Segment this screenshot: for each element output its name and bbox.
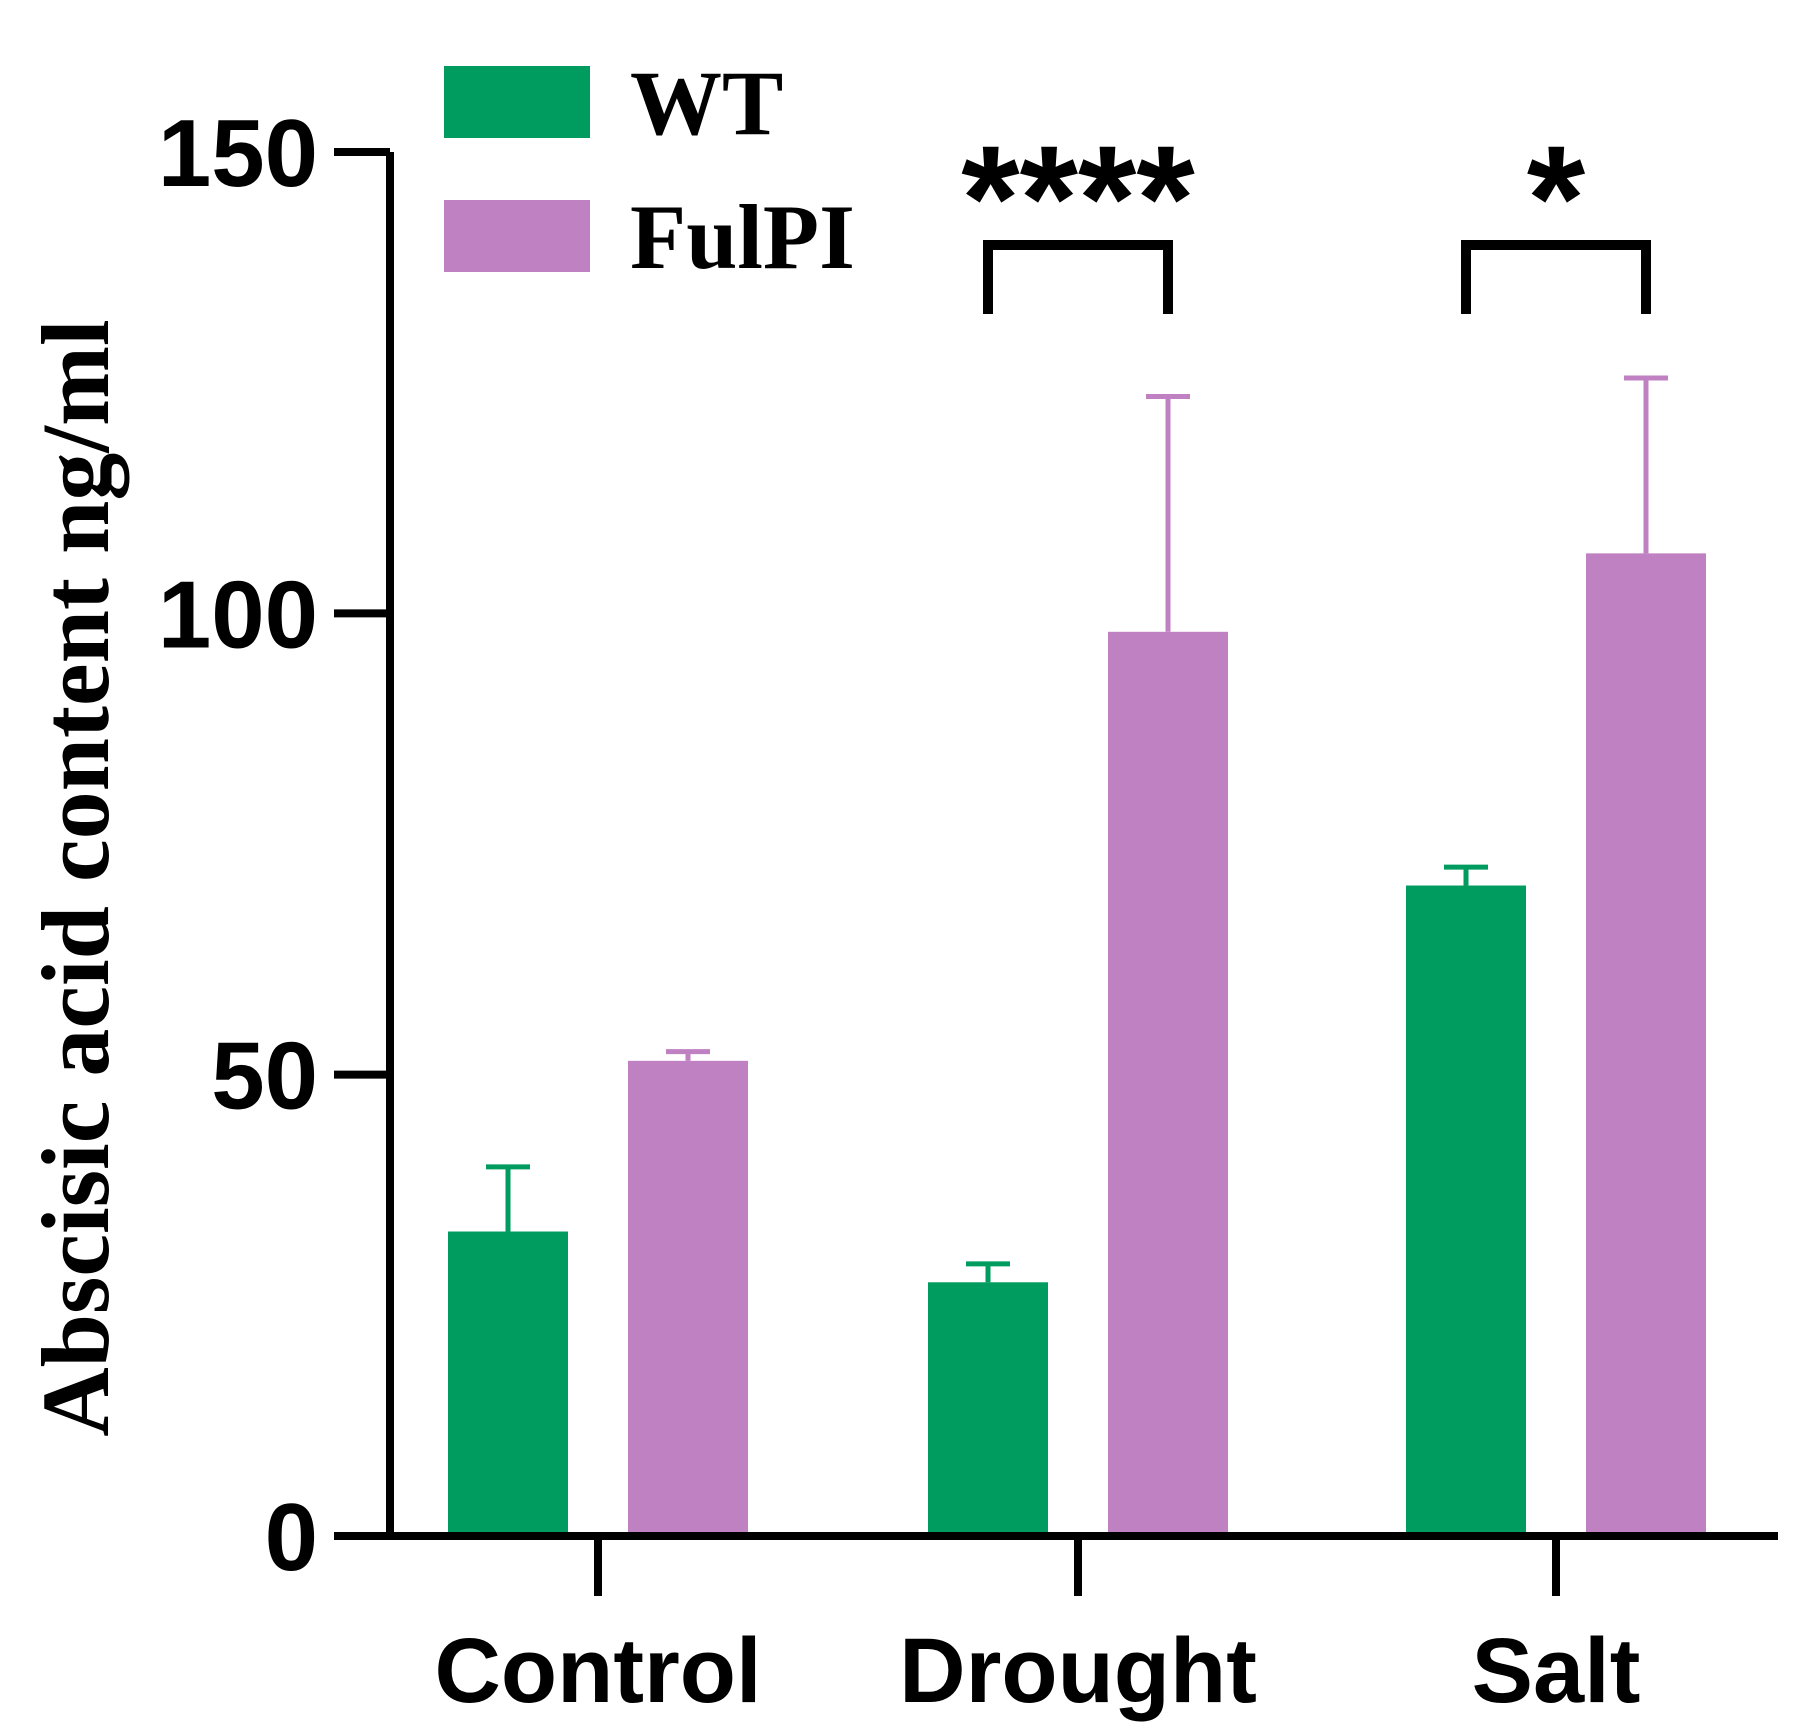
bar (1108, 631, 1228, 1532)
x-tick-label: Salt (1472, 1620, 1641, 1722)
legend-swatch (444, 200, 590, 272)
bars (448, 375, 1706, 1532)
x-tick-label: Control (434, 1620, 761, 1722)
significance-bracket (1461, 240, 1651, 314)
y-tick-label: 100 (158, 561, 318, 668)
significance-markers: **** * (961, 114, 1651, 314)
legend-label: WT (630, 52, 783, 154)
bar (1406, 885, 1526, 1532)
y-tick-label: 150 (158, 100, 318, 207)
significance-label: **** (961, 114, 1195, 282)
legend: WT FulPI (444, 52, 855, 288)
bar (628, 1060, 748, 1532)
x-tick-label: Drought (899, 1620, 1257, 1722)
bar (928, 1282, 1048, 1532)
bar (448, 1231, 568, 1532)
y-axis: 0 50 100 150 (158, 100, 394, 1591)
x-axis: Control Drought Salt (334, 1532, 1778, 1722)
legend-label: FulPI (630, 186, 855, 288)
y-axis-label: Abscisic acid content ng/ml (22, 319, 129, 1436)
significance-bracket (983, 240, 1173, 314)
significance-label: * (1527, 114, 1586, 282)
y-tick-label: 0 (265, 1484, 318, 1591)
legend-swatch (444, 66, 590, 138)
bar (1586, 553, 1706, 1532)
y-tick-label: 50 (211, 1023, 318, 1130)
